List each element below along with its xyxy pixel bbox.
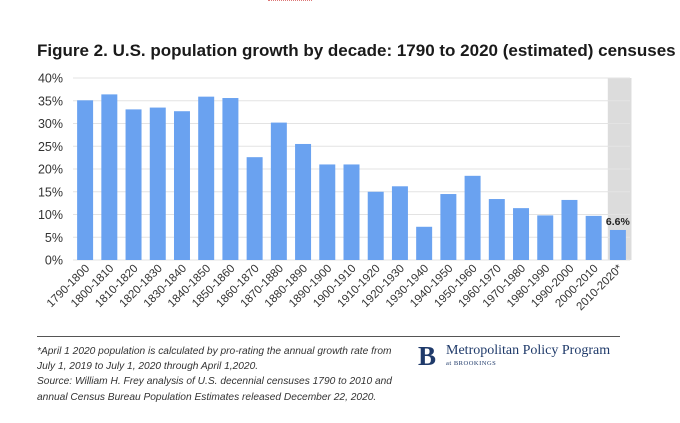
- bar: [173, 111, 190, 260]
- bar: [561, 199, 578, 260]
- notes: *April 1 2020 population is calculated b…: [37, 344, 402, 405]
- y-tick-label: 10%: [38, 208, 63, 222]
- y-tick-label: 15%: [38, 185, 63, 199]
- bar: [464, 175, 481, 260]
- top-decoration: [268, 0, 312, 4]
- bar: [513, 208, 530, 260]
- bar: [391, 186, 408, 260]
- bar: [537, 215, 554, 260]
- bar-chart: 0%5%10%15%20%25%30%35%40%1790-18001800-1…: [38, 72, 632, 313]
- bar: [149, 107, 166, 260]
- bar: [488, 199, 505, 260]
- bar: [319, 164, 336, 260]
- bar: [125, 109, 142, 260]
- footnote: *April 1 2020 population is calculated b…: [37, 346, 392, 373]
- y-tick-label: 35%: [38, 94, 63, 108]
- bar: [270, 122, 287, 260]
- brookings-b-logo-icon: B: [418, 341, 437, 371]
- bar: [609, 229, 626, 260]
- bar: [198, 96, 215, 260]
- bar: [416, 226, 433, 260]
- bar: [77, 100, 94, 260]
- chart-title: Figure 2. U.S. population growth by deca…: [37, 41, 676, 60]
- bar: [367, 191, 384, 260]
- y-tick-label: 20%: [38, 163, 63, 177]
- y-tick-label: 30%: [38, 117, 63, 131]
- bar: [440, 194, 457, 260]
- bar: [101, 94, 118, 260]
- brookings-logo: B Metropolitan Policy Program at BROOKIN…: [418, 341, 611, 371]
- y-tick-label: 25%: [38, 140, 63, 154]
- divider: [37, 336, 620, 337]
- y-tick-label: 40%: [38, 72, 63, 86]
- data-label: 6.6%: [606, 216, 631, 228]
- source-note: Source: William H. Frey analysis of U.S.…: [37, 376, 392, 403]
- bar: [343, 164, 360, 260]
- bar: [222, 98, 239, 260]
- y-tick-label: 0%: [45, 254, 63, 268]
- bar: [246, 157, 263, 260]
- bar: [585, 215, 602, 260]
- logo-program-name: Metropolitan Policy Program: [446, 343, 611, 358]
- logo-subtitle: at BROOKINGS: [446, 360, 497, 367]
- bar: [295, 143, 312, 260]
- y-tick-label: 5%: [45, 231, 63, 245]
